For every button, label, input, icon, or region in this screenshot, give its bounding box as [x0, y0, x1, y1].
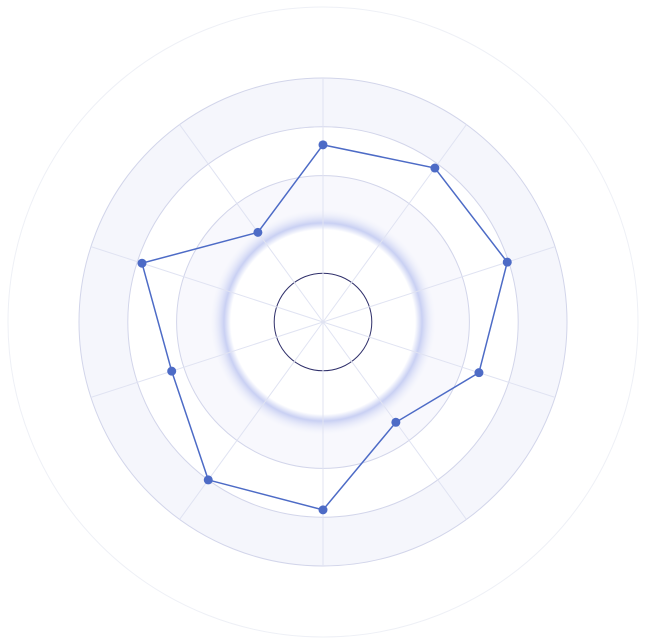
- data-point: [253, 227, 263, 237]
- axis-line: [322, 246, 556, 323]
- axis-line: [322, 124, 467, 323]
- axis-line: [90, 246, 324, 323]
- axis-line: [90, 321, 324, 398]
- data-point: [167, 366, 177, 376]
- data-point: [474, 368, 484, 378]
- data-point: [318, 505, 328, 515]
- axis-line: [179, 321, 324, 520]
- axis-line: [322, 321, 556, 398]
- data-point: [203, 475, 213, 485]
- data-point: [502, 257, 512, 267]
- data-point: [391, 417, 401, 427]
- data-point: [430, 163, 440, 173]
- data-point: [318, 140, 328, 150]
- axis-line: [179, 124, 324, 323]
- data-point: [137, 258, 147, 268]
